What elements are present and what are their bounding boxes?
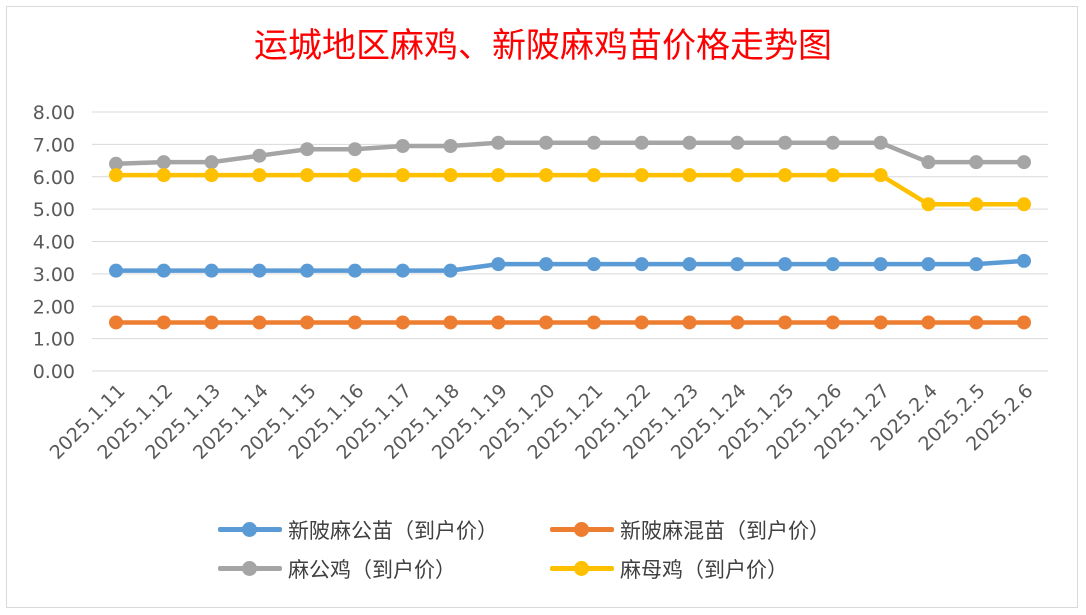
data-point	[252, 315, 267, 330]
data-point	[825, 135, 840, 150]
data-point	[730, 257, 745, 272]
data-point	[778, 135, 793, 150]
data-point	[586, 257, 601, 272]
data-point	[586, 135, 601, 150]
data-point	[969, 315, 984, 330]
series-line	[113, 140, 1027, 167]
data-point	[778, 315, 793, 330]
data-point	[395, 168, 410, 183]
data-point	[491, 135, 506, 150]
data-point	[300, 142, 315, 157]
data-point	[347, 142, 362, 157]
data-point	[300, 168, 315, 183]
y-tick-label: 5.00	[33, 199, 75, 221]
data-point	[204, 168, 219, 183]
data-point	[109, 156, 123, 171]
data-point	[682, 315, 697, 330]
data-point	[109, 263, 123, 278]
data-point	[443, 138, 458, 153]
y-tick-label: 4.00	[33, 232, 75, 254]
data-point	[300, 315, 315, 330]
y-tick-label: 8.00	[33, 102, 75, 124]
data-point	[825, 168, 840, 183]
data-point	[539, 135, 554, 150]
data-point	[539, 168, 554, 183]
data-point	[347, 315, 362, 330]
data-point	[634, 168, 649, 183]
data-point	[730, 315, 745, 330]
data-point	[825, 315, 840, 330]
data-point	[156, 263, 171, 278]
data-point	[873, 257, 888, 272]
data-point	[634, 257, 649, 272]
data-point	[921, 197, 936, 212]
data-point	[586, 315, 601, 330]
y-tick-label: 1.00	[33, 329, 75, 351]
data-point	[634, 135, 649, 150]
data-point	[778, 257, 793, 272]
chart-frame	[6, 6, 1078, 608]
data-point	[204, 155, 219, 170]
data-point	[730, 135, 745, 150]
data-point	[969, 197, 984, 212]
data-point	[156, 155, 171, 170]
data-point	[921, 257, 936, 272]
series-line	[113, 258, 1027, 273]
y-tick-label: 6.00	[33, 167, 75, 189]
series-line	[113, 172, 1027, 207]
data-point	[1017, 315, 1031, 330]
data-point	[825, 257, 840, 272]
data-point	[969, 257, 984, 272]
data-point	[682, 135, 697, 150]
data-point	[204, 263, 219, 278]
data-point	[395, 315, 410, 330]
data-point	[1017, 253, 1031, 268]
data-point	[443, 168, 458, 183]
data-point	[1017, 155, 1031, 170]
data-point	[873, 168, 888, 183]
data-point	[873, 315, 888, 330]
data-point	[443, 315, 458, 330]
data-point	[730, 168, 745, 183]
data-point	[109, 168, 123, 183]
y-tick-label: 3.00	[33, 264, 75, 286]
data-point	[204, 315, 219, 330]
data-point	[491, 168, 506, 183]
y-tick-label: 0.00	[33, 361, 75, 383]
data-point	[156, 315, 171, 330]
data-point	[252, 263, 267, 278]
data-point	[921, 315, 936, 330]
data-point	[300, 263, 315, 278]
data-point	[109, 315, 123, 330]
data-point	[252, 148, 267, 163]
data-point	[395, 263, 410, 278]
data-point	[491, 257, 506, 272]
data-point	[586, 168, 601, 183]
data-point	[539, 315, 554, 330]
data-point	[443, 263, 458, 278]
data-point	[156, 168, 171, 183]
y-tick-label: 2.00	[33, 296, 75, 318]
data-point	[921, 155, 936, 170]
data-point	[873, 135, 888, 150]
data-point	[395, 138, 410, 153]
data-point	[778, 168, 793, 183]
data-point	[1017, 197, 1031, 212]
data-point	[491, 315, 506, 330]
data-point	[347, 168, 362, 183]
data-point	[347, 263, 362, 278]
y-tick-label: 7.00	[33, 134, 75, 156]
data-point	[682, 257, 697, 272]
chart-title: 运城地区麻鸡、新陂麻鸡苗价格走势图	[254, 26, 832, 66]
data-point	[634, 315, 649, 330]
data-point	[682, 168, 697, 183]
data-point	[539, 257, 554, 272]
data-point	[969, 155, 984, 170]
data-point	[252, 168, 267, 183]
